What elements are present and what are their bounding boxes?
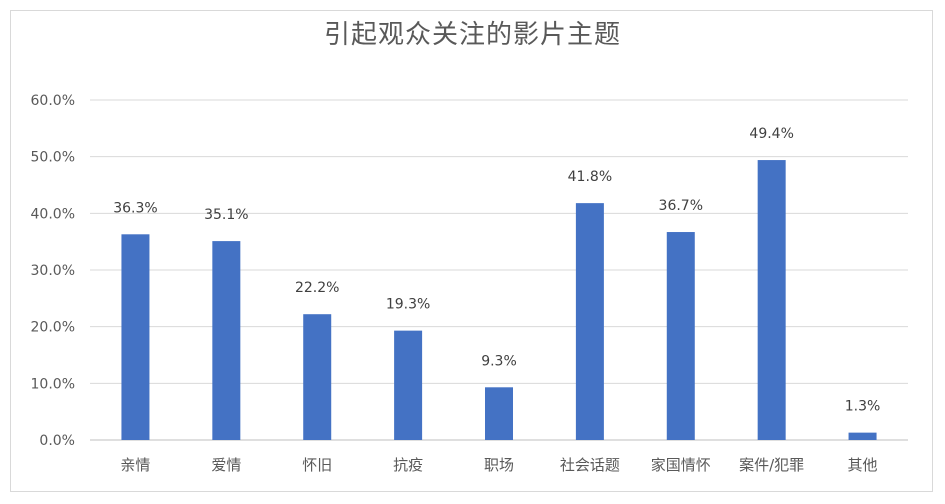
y-tick-label: 60.0% [31,93,75,109]
data-label: 36.3% [113,200,157,216]
y-tick-label: 50.0% [31,150,75,166]
y-tick-label: 10.0% [31,376,75,392]
y-tick-label: 30.0% [31,263,75,279]
bar [575,203,604,440]
chart-title: 引起观众关注的影片主题 [323,20,621,50]
bar [303,314,332,440]
bar [485,387,513,440]
y-tick-label: 0.0% [39,433,75,449]
x-tick-label: 其他 [848,456,878,474]
bar [394,330,423,440]
data-label: 19.3% [386,297,430,313]
bar [212,241,241,440]
data-label: 36.7% [659,198,703,214]
data-label: 9.3% [481,353,517,369]
bar [121,234,150,440]
data-label: 41.8% [568,169,612,185]
bar [757,160,786,441]
bar [848,432,877,440]
x-tick-label: 社会话题 [560,456,620,474]
data-label: 1.3% [845,399,881,415]
y-tick-label: 20.0% [31,320,75,336]
data-label: 35.1% [204,207,248,223]
x-tick-label: 怀旧 [302,456,332,474]
x-tick-label: 抗疫 [393,456,423,474]
bar [666,232,695,440]
x-tick-label: 职场 [484,456,514,474]
x-tick-label: 爱情 [211,456,241,474]
data-label: 49.4% [749,126,793,142]
x-tick-label: 亲情 [120,456,150,474]
data-label: 22.2% [295,280,339,296]
x-tick-label: 家国情怀 [651,456,711,474]
x-tick-label: 案件/犯罪 [739,456,804,474]
y-tick-label: 40.0% [31,206,75,222]
